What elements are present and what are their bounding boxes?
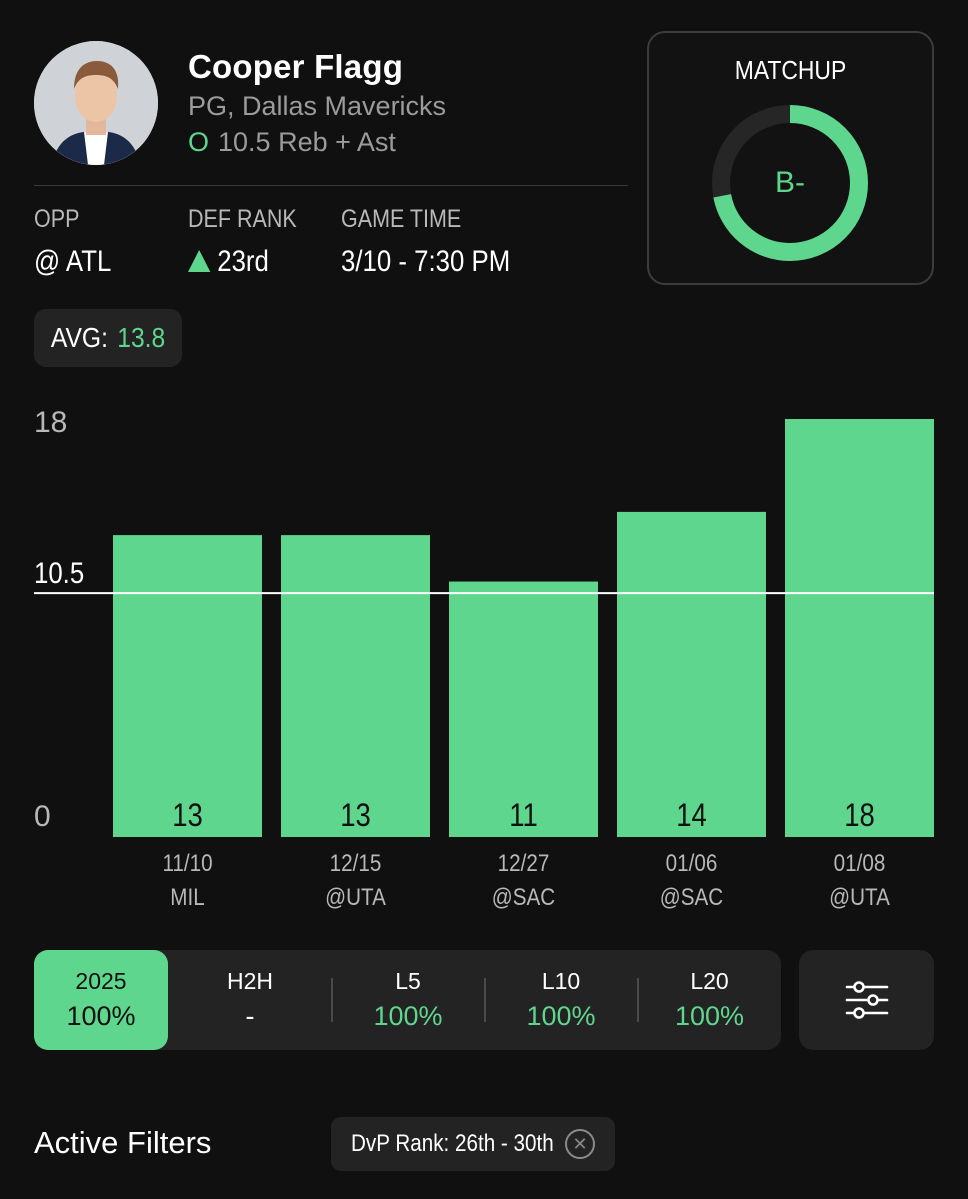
tab-value: 100% <box>674 1001 745 1031</box>
x-tick-date: 12/15 <box>330 850 382 877</box>
x-tick-opponent: MIL <box>170 884 204 911</box>
tab-label: H2H <box>226 968 273 994</box>
player-team: PG, Dallas Mavericks <box>188 91 447 121</box>
y-tick-label: 0 <box>34 800 51 833</box>
avg-badge: AVG: 13.8 <box>34 309 182 367</box>
player-prop-line: O 10.5 Reb + Ast <box>188 127 396 158</box>
game-time-value: 3/10 - 7:30 PM <box>341 245 511 278</box>
tab-value: 100% <box>66 1001 136 1031</box>
period-tabs: 2025 100% H2H - L5 100% L10 100% L20 100… <box>34 950 781 1050</box>
avg-value: 13.8 <box>117 322 166 353</box>
triangle-up-icon <box>188 250 211 272</box>
chart-bar <box>617 511 766 837</box>
opp-value: @ ATL <box>34 245 112 278</box>
tab-separator <box>637 978 639 1022</box>
def-rank-text: 23rd <box>217 245 269 278</box>
tab-label: L5 <box>395 968 421 994</box>
x-tick-opponent: @UTA <box>829 884 890 911</box>
matchup-grade: B- <box>775 166 805 199</box>
chart-bar <box>785 419 934 837</box>
hit-rate-bar-chart: 18 0 13 11/10 MIL 13 12/15 @UTA 11 12/27 @SAC 14 01/… <box>34 406 934 911</box>
tab-value: 100% <box>526 1001 596 1031</box>
tab-2025[interactable]: 2025 100% <box>34 950 168 1050</box>
sliders-icon <box>845 981 888 1019</box>
over-under-indicator: O <box>188 127 210 157</box>
tab-l20[interactable]: L20 100% <box>638 950 781 1050</box>
matchup-card: MATCHUP <box>647 31 934 285</box>
tab-value: 100% <box>373 1001 443 1031</box>
x-tick-date: 01/06 <box>666 850 718 877</box>
bar-value-label: 14 <box>676 798 707 833</box>
chart-bar <box>281 535 430 837</box>
x-tick-opponent: @UTA <box>325 884 386 911</box>
matchup-gauge <box>712 105 868 261</box>
prop-text: 10.5 Reb + Ast <box>218 127 396 157</box>
header-divider <box>34 185 628 186</box>
x-tick-date: 11/10 <box>162 850 212 877</box>
tab-l10[interactable]: L10 100% <box>485 950 637 1050</box>
tab-label: L20 <box>690 968 729 994</box>
matchup-title: MATCHUP <box>734 55 847 85</box>
tab-l5[interactable]: L5 100% <box>332 950 484 1050</box>
game-time-label: GAME TIME <box>341 205 462 233</box>
active-filters-title: Active Filters <box>34 1125 212 1160</box>
tab-value: - <box>245 1001 255 1031</box>
def-rank-value: 23rd <box>188 245 269 279</box>
x-tick-opponent: @SAC <box>492 884 555 911</box>
player-avatar <box>34 41 158 165</box>
prop-line-label: 10.5 <box>34 556 84 589</box>
y-tick-label: 18 <box>34 406 67 439</box>
avg-label: AVG: <box>51 322 109 353</box>
opp-label: OPP <box>34 205 80 233</box>
x-tick-opponent: @SAC <box>660 884 723 911</box>
gauge-fill <box>712 105 868 261</box>
chart-bar <box>449 581 598 837</box>
bar-value-label: 13 <box>340 798 371 833</box>
tab-label: L10 <box>541 968 581 994</box>
x-tick-date: 12/27 <box>498 850 550 877</box>
x-tick-date: 01/08 <box>834 850 886 877</box>
tab-label: 2025 <box>75 968 127 994</box>
filter-chip[interactable]: DvP Rank: 26th - 30th ✕ <box>331 1117 615 1171</box>
tab-separator <box>331 978 333 1022</box>
filter-chip-label: DvP Rank: 26th - 30th <box>351 1130 554 1157</box>
chart-bar <box>113 535 262 837</box>
bar-value-label: 13 <box>172 798 203 833</box>
def-rank-label: DEF RANK <box>188 205 297 233</box>
tab-h2h[interactable]: H2H - <box>168 950 332 1050</box>
player-name: Cooper Flagg <box>188 48 404 85</box>
filter-settings-button[interactable] <box>799 950 934 1050</box>
bar-value-label: 11 <box>509 798 538 833</box>
bar-value-label: 18 <box>844 798 875 833</box>
tab-separator <box>484 978 486 1022</box>
close-circle-icon[interactable]: ✕ <box>565 1129 595 1159</box>
player-photo <box>34 41 158 165</box>
